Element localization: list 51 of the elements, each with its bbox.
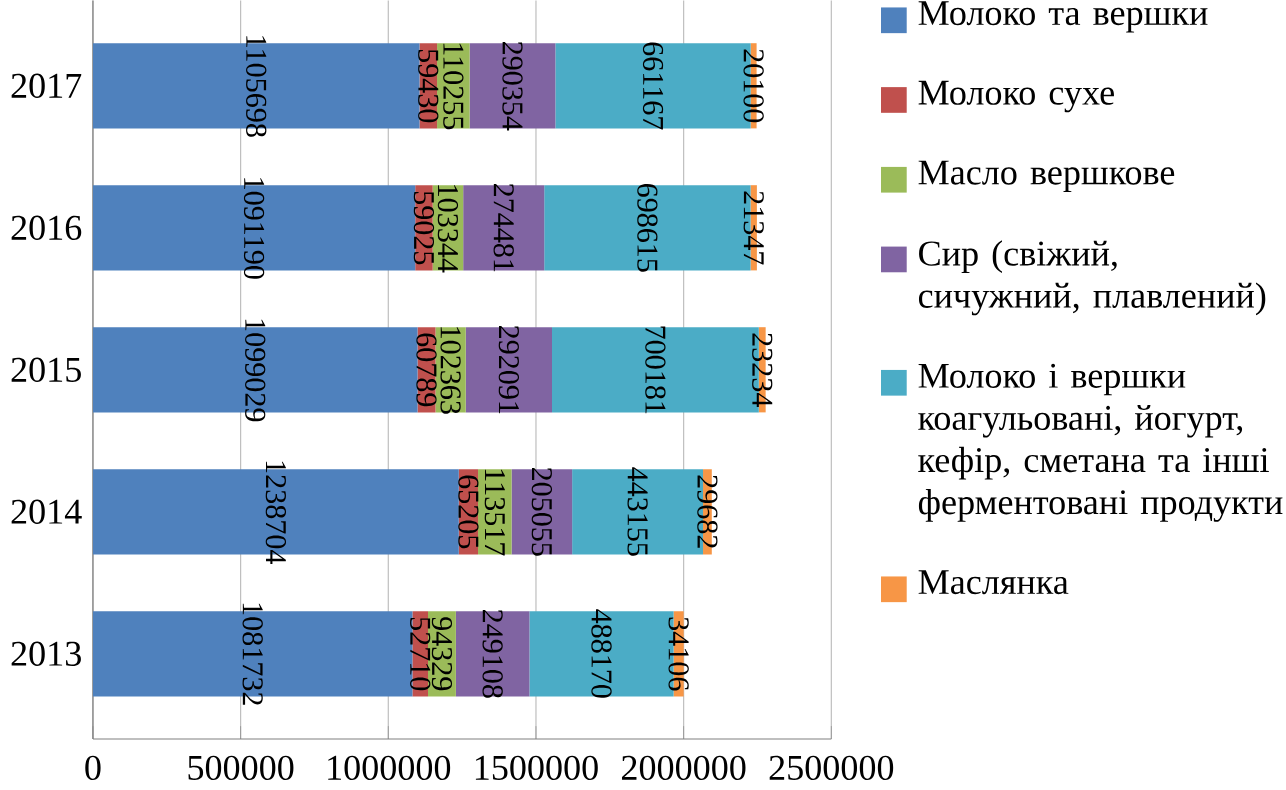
y-tick-label: 2013 [11, 641, 81, 666]
y-tick-label: 2017 [11, 73, 82, 98]
data-label: 1081732 [242, 603, 263, 705]
data-label: 292091 [498, 325, 520, 414]
legend-label: Маслянка [918, 570, 1069, 595]
legend-label: Масло вершкове [918, 160, 1175, 192]
y-tick-label: 2014 [11, 499, 82, 524]
data-label: 94329 [431, 617, 453, 691]
data-label: 113517 [484, 469, 505, 556]
data-label: 205055 [531, 467, 553, 556]
legend-label: Сир (свіжий, сичужний, плавлений) [918, 240, 1266, 316]
data-label: 29682 [697, 475, 718, 548]
data-label: 52710 [410, 617, 431, 691]
bar [463, 185, 545, 271]
x-tick-label: 1000000 [328, 755, 451, 780]
x-tick-label: 2000000 [622, 755, 746, 780]
data-label: 1099029 [245, 319, 266, 422]
legend-label: Молоко сухе [918, 80, 1114, 113]
x-tick-label: 2500000 [769, 755, 894, 780]
data-label: 1091190 [243, 178, 265, 279]
x-tick-label: 1500000 [475, 755, 598, 780]
x-tick-label: 0 [85, 755, 101, 780]
data-label: 20100 [743, 49, 764, 123]
data-label: 700181 [645, 326, 666, 414]
data-label: 102363 [440, 327, 461, 414]
data-label: 290354 [502, 41, 523, 131]
data-label: 65205 [458, 475, 479, 549]
data-label: 443155 [627, 467, 648, 556]
data-label: 661167 [642, 42, 664, 130]
data-label: 23234 [752, 333, 773, 407]
data-label: 698615 [637, 183, 658, 272]
x-tick-label: 500000 [188, 755, 294, 780]
data-label: 1238704 [265, 461, 287, 564]
y-tick-label: 2016 [11, 215, 82, 240]
data-label: 59025 [413, 191, 435, 265]
legend-label: Молоко та вершки [918, 1, 1208, 33]
bar [465, 327, 552, 413]
y-tick-label: 2015 [11, 357, 81, 382]
data-label: 60789 [416, 333, 437, 407]
data-label: 249108 [482, 609, 503, 698]
bar [469, 43, 556, 129]
data-label: 488170 [591, 609, 612, 698]
bar [455, 611, 530, 697]
data-label: 110255 [443, 43, 464, 130]
data-label: 59430 [418, 49, 439, 123]
data-label: 103344 [437, 185, 459, 273]
data-label: 1105698 [246, 36, 267, 137]
data-label: 34106 [668, 617, 689, 691]
data-label: 274481 [493, 183, 514, 272]
legend-label: Молоко і вершки коагульовані, йогурт, кефір, сметана та інші ферментовані продукти [918, 363, 1283, 522]
data-label: 21347 [743, 191, 764, 265]
